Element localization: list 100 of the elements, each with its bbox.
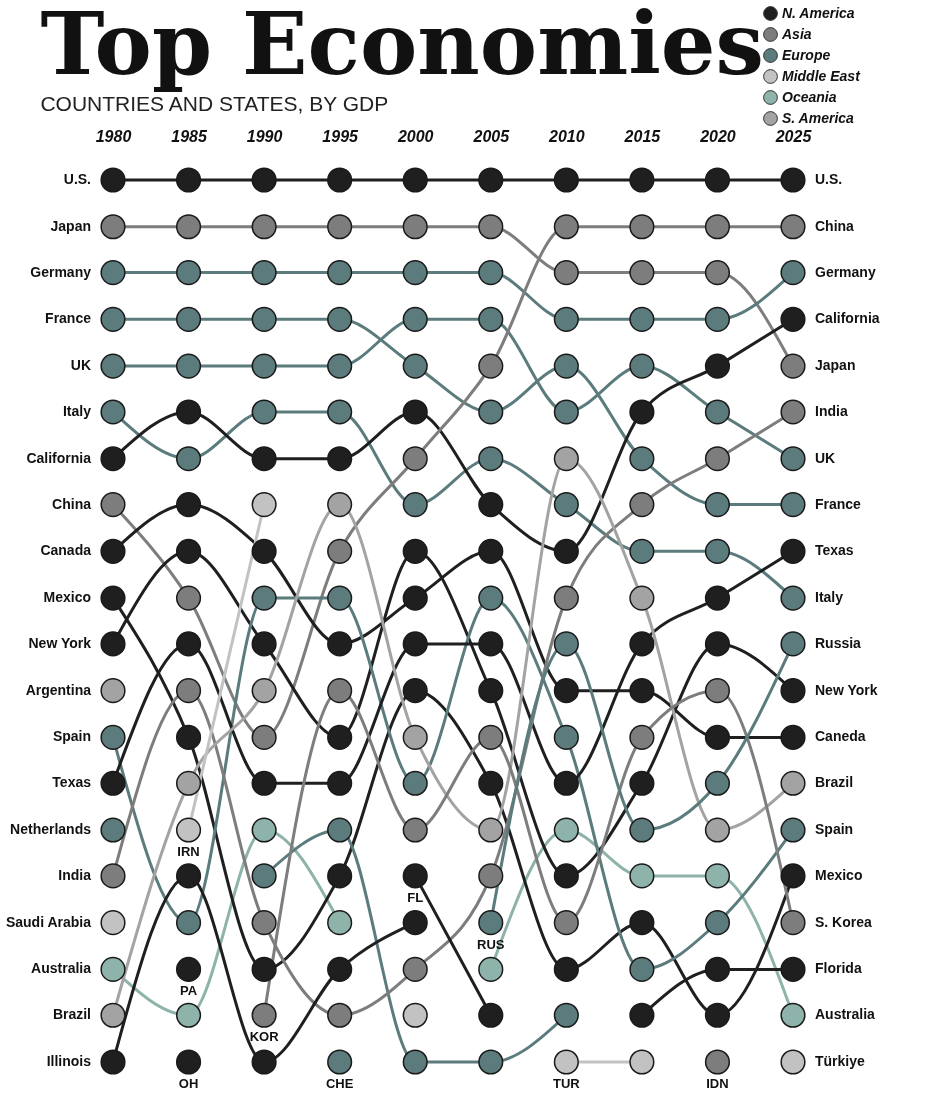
point xyxy=(402,492,428,518)
point xyxy=(704,260,731,286)
point xyxy=(100,724,126,750)
point xyxy=(780,492,806,518)
point xyxy=(251,585,277,611)
point xyxy=(175,770,202,796)
point xyxy=(251,724,277,750)
point xyxy=(780,214,806,240)
point xyxy=(175,678,202,704)
chart-title: Top Economies xyxy=(40,0,764,94)
annotation: KOR xyxy=(249,1029,280,1045)
point xyxy=(704,306,731,332)
annotation: India xyxy=(815,402,848,419)
point xyxy=(100,538,126,564)
point xyxy=(478,538,504,564)
point xyxy=(175,585,202,611)
point xyxy=(704,678,731,704)
point xyxy=(175,167,202,193)
point xyxy=(704,167,731,193)
legend-label: Europe xyxy=(782,46,831,63)
point xyxy=(251,1002,277,1028)
annotation: China xyxy=(815,217,855,234)
point xyxy=(704,817,731,843)
annotation: IRN xyxy=(177,844,200,860)
point xyxy=(402,167,428,193)
point xyxy=(780,863,806,889)
annotation: Brazil xyxy=(815,774,854,791)
annotation: Mexico xyxy=(815,866,863,883)
point xyxy=(175,863,202,889)
point xyxy=(100,585,126,611)
point xyxy=(251,770,277,796)
point xyxy=(553,353,579,379)
point xyxy=(251,214,277,240)
point xyxy=(629,817,655,843)
point xyxy=(100,631,126,657)
point xyxy=(478,724,504,750)
annotation: Argentina xyxy=(25,681,92,698)
point xyxy=(553,260,579,286)
point xyxy=(327,585,353,611)
point xyxy=(629,1049,655,1075)
point xyxy=(402,260,428,286)
point xyxy=(100,1049,126,1075)
point xyxy=(100,260,126,286)
point xyxy=(327,678,353,704)
point xyxy=(629,631,655,657)
point xyxy=(553,817,579,843)
point xyxy=(478,306,504,332)
annotation: UK xyxy=(815,449,836,466)
point xyxy=(553,956,579,982)
point xyxy=(327,492,353,518)
annotation: France xyxy=(45,310,92,327)
point xyxy=(327,631,353,657)
point xyxy=(553,306,579,332)
annotation: Spain xyxy=(815,821,854,838)
annotation: Germany xyxy=(815,263,876,280)
point xyxy=(553,446,579,472)
point xyxy=(780,817,806,843)
point xyxy=(402,678,428,704)
x-tick-label: 1995 xyxy=(322,127,360,145)
point xyxy=(780,306,806,332)
point xyxy=(704,585,731,611)
point xyxy=(327,446,353,472)
point xyxy=(780,724,806,750)
annotation: Türkiye xyxy=(815,1053,866,1069)
point xyxy=(402,446,428,472)
point xyxy=(327,306,353,332)
point xyxy=(780,260,806,286)
point xyxy=(704,214,731,240)
point xyxy=(251,631,277,657)
annotation: S. Korea xyxy=(815,913,873,930)
annotation: France xyxy=(815,495,862,512)
point xyxy=(629,585,655,611)
point xyxy=(100,214,126,240)
x-tick-label: 2005 xyxy=(472,127,511,145)
annotation: Australia xyxy=(815,1006,876,1023)
point xyxy=(100,863,126,889)
point xyxy=(327,214,353,240)
point xyxy=(175,306,202,332)
annotation: Italy xyxy=(815,589,844,606)
point xyxy=(251,306,277,332)
point xyxy=(402,817,428,843)
x-tick-label: 2025 xyxy=(774,127,813,145)
point xyxy=(478,399,504,425)
point xyxy=(629,678,655,704)
annotation: Australia xyxy=(31,960,92,977)
point xyxy=(553,1049,579,1075)
point xyxy=(251,492,277,518)
point xyxy=(780,678,806,704)
annotation: New York xyxy=(28,634,92,651)
point xyxy=(704,446,731,472)
point xyxy=(478,167,504,193)
point xyxy=(553,167,579,193)
point xyxy=(402,770,428,796)
annotation: India xyxy=(58,866,92,883)
point xyxy=(478,260,504,286)
point xyxy=(175,724,202,750)
point xyxy=(327,1002,353,1028)
point xyxy=(100,1002,126,1028)
annotation: UK xyxy=(70,357,91,374)
point xyxy=(175,817,202,843)
